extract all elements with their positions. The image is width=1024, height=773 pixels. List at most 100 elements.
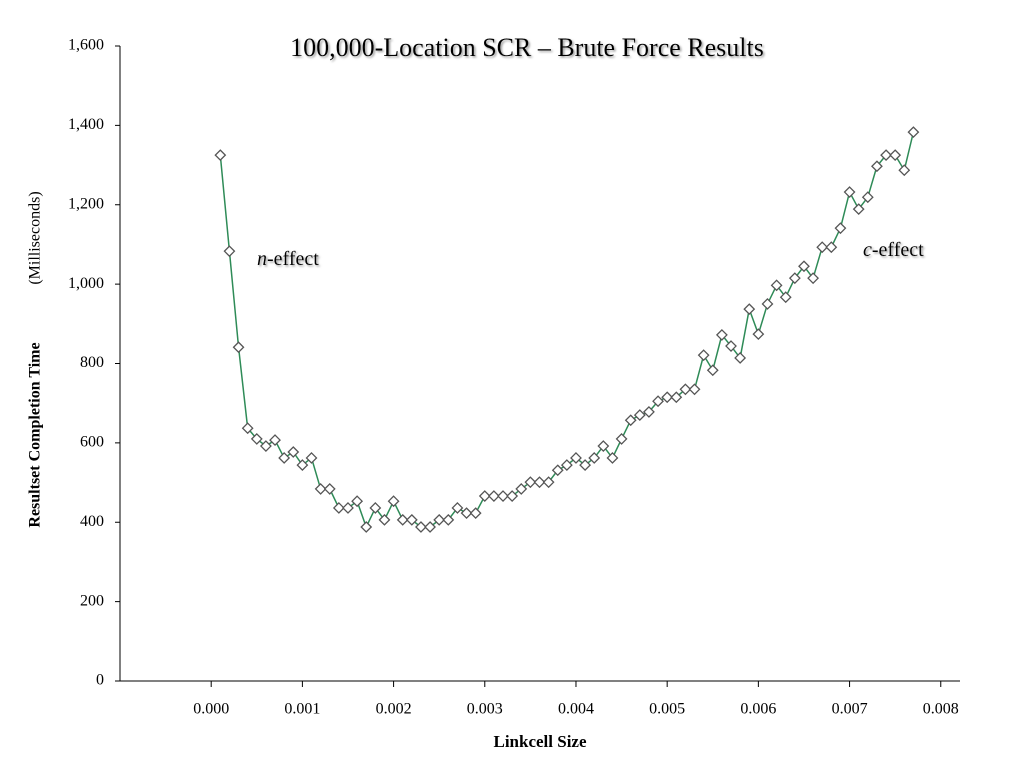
data-point: [606, 452, 619, 464]
x-axis-label: Linkcell Size: [493, 732, 586, 751]
data-point: [405, 513, 418, 526]
y-tick-label: 1,400: [68, 116, 104, 133]
data-point: [533, 476, 546, 489]
data-point: [560, 459, 573, 472]
data-point: [770, 279, 783, 292]
data-point: [798, 260, 810, 273]
y-axis-label: Resultset Completion Time: [27, 342, 44, 527]
data-point: [460, 507, 473, 520]
data-point: [232, 341, 245, 354]
x-tick-label: 0.000: [193, 701, 229, 718]
data-point: [643, 405, 655, 418]
data-point: [889, 149, 902, 162]
data-point: [415, 521, 427, 533]
data-point: [551, 464, 564, 477]
data-point: [670, 391, 683, 404]
data-point: [807, 272, 820, 285]
data-point: [542, 476, 555, 489]
data-point: [615, 432, 628, 445]
data-point: [579, 459, 592, 472]
data-point: [259, 440, 272, 452]
y-tick-label: 600: [80, 434, 104, 451]
data-point: [697, 349, 710, 362]
data-point: [624, 414, 637, 427]
data-point: [861, 191, 874, 204]
data-point: [515, 482, 528, 495]
data-point: [652, 395, 664, 408]
annotation: n-effect: [257, 248, 319, 270]
annotation-variable: c: [863, 239, 872, 261]
data-point: [497, 490, 509, 502]
data-point: [387, 495, 400, 508]
data-point: [715, 329, 728, 341]
data-point: [223, 245, 236, 258]
annotation-variable: n: [257, 248, 267, 270]
data-point: [487, 490, 500, 502]
annotation: c-effect: [863, 239, 924, 261]
x-tick-label: 0.005: [649, 701, 685, 718]
data-point: [761, 298, 774, 310]
x-tick-label: 0.006: [740, 701, 776, 718]
y-tick-label: 400: [80, 513, 104, 530]
data-point: [679, 383, 692, 396]
y-tick-label: 1,600: [68, 37, 104, 54]
data-point: [597, 440, 610, 452]
data-point: [323, 482, 336, 495]
data-point: [570, 452, 582, 464]
data-point: [469, 507, 482, 520]
data-point: [351, 495, 364, 508]
data-point: [342, 502, 354, 514]
data-point: [706, 364, 719, 377]
data-point: [296, 459, 309, 472]
data-point: [332, 502, 345, 514]
data-point: [661, 391, 674, 404]
data-point: [588, 452, 601, 464]
data-point: [779, 291, 792, 304]
annotation-text: -effect: [267, 248, 319, 270]
y-tick-label: 0: [96, 672, 104, 689]
data-point: [214, 149, 227, 162]
data-point: [478, 490, 491, 502]
x-tick-label: 0.004: [558, 701, 594, 718]
data-point: [734, 352, 747, 364]
data-point: [451, 502, 464, 514]
x-tick-label: 0.008: [923, 701, 959, 718]
data-point: [725, 340, 737, 352]
y-tick-label: 1,200: [68, 195, 104, 212]
x-tick-label: 0.003: [467, 701, 503, 718]
data-point: [907, 126, 920, 139]
x-tick-label: 0.007: [832, 701, 868, 718]
x-tick-label: 0.001: [284, 701, 320, 718]
data-point: [424, 521, 436, 533]
annotation-text: -effect: [872, 239, 924, 261]
data-point: [825, 241, 838, 254]
y-axis-unit: (Milliseconds): [27, 191, 44, 284]
data-point: [743, 303, 756, 316]
data-point: [898, 164, 911, 177]
data-point: [788, 272, 801, 285]
data-point: [287, 446, 300, 458]
data-point: [314, 482, 327, 495]
data-point: [871, 160, 883, 173]
y-tick-label: 200: [80, 592, 104, 609]
data-point: [880, 149, 892, 162]
data-point: [241, 422, 254, 435]
data-point: [524, 476, 537, 489]
data-point: [852, 203, 865, 216]
data-point: [816, 241, 829, 254]
data-point: [506, 490, 519, 502]
data-point: [305, 452, 318, 464]
y-tick-label: 800: [80, 354, 104, 371]
data-point: [633, 409, 646, 422]
data-point: [369, 502, 382, 514]
data-point: [269, 434, 281, 447]
data-point: [278, 452, 291, 464]
data-point: [378, 513, 391, 526]
data-point: [360, 521, 373, 533]
data-point: [433, 513, 446, 526]
chart-title: 100,000-Location SCR – Brute Force Resul…: [290, 33, 764, 62]
data-point: [834, 222, 847, 235]
data-point: [752, 328, 765, 341]
y-tick-label: 1,000: [68, 275, 104, 292]
